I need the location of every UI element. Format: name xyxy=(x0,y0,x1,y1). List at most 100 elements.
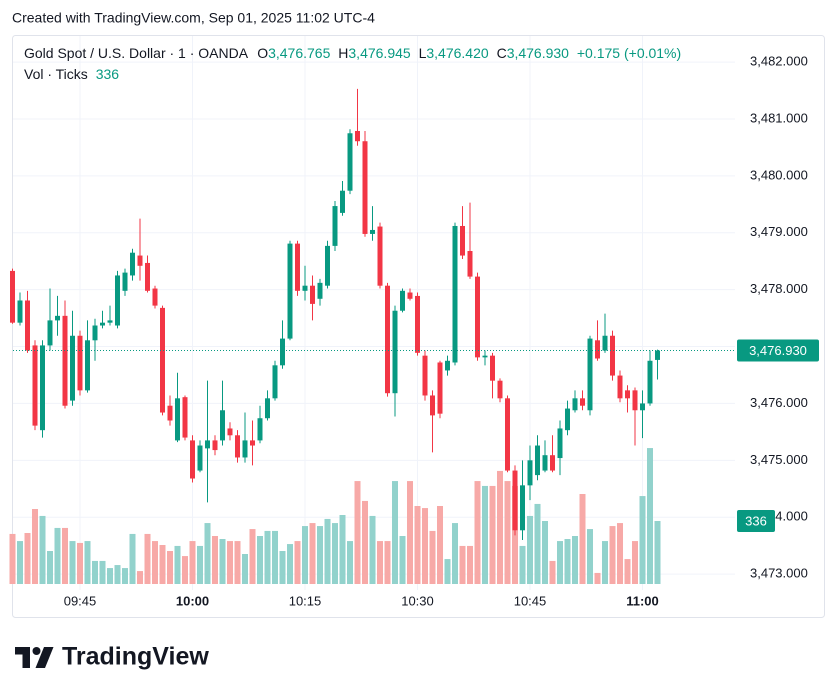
candle-body xyxy=(265,398,270,419)
volume-bar xyxy=(189,541,196,584)
candle-body xyxy=(542,455,548,471)
volume-title: Vol · Ticks xyxy=(24,66,88,82)
candle-body xyxy=(452,225,458,363)
chart-frame xyxy=(12,35,825,618)
volume-bar xyxy=(309,523,316,584)
candle-body xyxy=(497,380,503,399)
candle-body xyxy=(415,295,420,353)
volume-bar xyxy=(452,523,458,584)
y-tick-label: 3,482.000 xyxy=(750,54,808,69)
candle-body xyxy=(482,355,488,358)
candle-body xyxy=(475,276,480,358)
volume-bar xyxy=(317,526,323,584)
candle-body xyxy=(625,390,630,399)
candle-body xyxy=(512,470,518,531)
candle-body xyxy=(370,229,375,234)
volume-bar xyxy=(354,481,361,584)
volume-bar xyxy=(392,481,398,584)
candle-body xyxy=(535,445,540,476)
volume-bar xyxy=(47,551,53,584)
volume-bar xyxy=(212,536,218,584)
volume-bar xyxy=(99,560,106,584)
volume-bar xyxy=(152,541,158,584)
volume-bar xyxy=(249,529,256,584)
logo-mark xyxy=(32,647,41,655)
candle-body xyxy=(235,435,240,458)
candle-body xyxy=(182,397,188,438)
candle-body xyxy=(100,322,105,326)
volume-bar xyxy=(234,541,241,584)
candle-body xyxy=(527,460,533,486)
y-tick-label: 3,478.000 xyxy=(750,281,808,296)
candle-body xyxy=(550,455,555,471)
volume-bar xyxy=(482,485,488,584)
volume-bar xyxy=(77,542,83,584)
candle-body xyxy=(55,315,60,321)
x-tick-label: 11:00 xyxy=(626,593,659,608)
candle-body xyxy=(295,243,300,291)
volume-bar xyxy=(654,521,661,584)
candle-body xyxy=(355,130,360,142)
volume-bar xyxy=(429,530,436,584)
volume-bar xyxy=(167,551,173,584)
watermark-header: Created with TradingView.com, Sep 01, 20… xyxy=(12,10,375,26)
volume-bar xyxy=(467,545,473,584)
volume-bar xyxy=(264,530,271,584)
candle-body xyxy=(70,335,75,401)
volume-bar xyxy=(324,518,331,584)
y-tick-label: 3,481.000 xyxy=(750,110,808,125)
volume-bar xyxy=(9,533,16,584)
legend-change: +0.175 (+0.01%) xyxy=(577,45,681,61)
brand-name: TradingView xyxy=(62,643,209,671)
volume-bar xyxy=(534,503,541,584)
last-price-label: 3,476.930 xyxy=(749,343,807,358)
volume-bar xyxy=(107,568,113,584)
candle-body xyxy=(175,398,180,441)
legend-letter: C xyxy=(497,45,507,61)
volume-bar xyxy=(69,541,76,584)
candle-body xyxy=(602,335,608,351)
x-tick-label: 10:30 xyxy=(401,593,434,608)
overlay: 3,482.000 3,481.000 3,480.000 3,479.000 3,47… xyxy=(13,54,819,608)
volume-bar xyxy=(339,515,346,584)
candle-body xyxy=(490,355,495,381)
candle-body xyxy=(220,410,225,441)
candle-body xyxy=(632,390,638,411)
candle-body xyxy=(167,405,173,421)
volume-bar xyxy=(579,494,586,584)
volume-bar xyxy=(204,523,211,584)
volume-bar xyxy=(422,508,428,584)
candle-body xyxy=(422,355,428,396)
volume-bar xyxy=(369,515,376,584)
candle-body xyxy=(205,440,210,449)
volume-bar xyxy=(632,541,638,584)
y-tick-label: 3,479.000 xyxy=(750,224,808,239)
volume-bar xyxy=(489,485,496,584)
candle-body xyxy=(92,325,98,341)
candle-body xyxy=(655,350,660,360)
volume-bar xyxy=(242,554,248,584)
legend: Gold Spot / U.S. Dollar · 1 · OANDA O3,4… xyxy=(24,45,681,61)
candle-body xyxy=(467,251,473,277)
candle-body xyxy=(302,285,308,291)
candle-body xyxy=(437,362,443,414)
volume-bar xyxy=(32,509,38,584)
candle-body xyxy=(190,440,195,479)
volume-bar xyxy=(84,541,91,584)
candle-body xyxy=(400,290,405,311)
candle-body xyxy=(32,345,38,426)
volume-bar xyxy=(617,523,623,584)
candle-body xyxy=(85,340,90,391)
volume-bar xyxy=(62,527,68,584)
volume-bar xyxy=(219,539,226,584)
volume-bar xyxy=(174,545,181,584)
candle-body xyxy=(287,243,293,339)
volume-bar xyxy=(542,521,548,584)
legend-value: 3,476.765 xyxy=(268,45,330,61)
y-tick-label: 3,476.000 xyxy=(750,395,808,410)
volume-bar xyxy=(54,527,61,584)
volume-legend-value: 336 xyxy=(96,66,120,82)
volume-bar xyxy=(437,506,443,584)
volume-bar xyxy=(92,560,98,584)
